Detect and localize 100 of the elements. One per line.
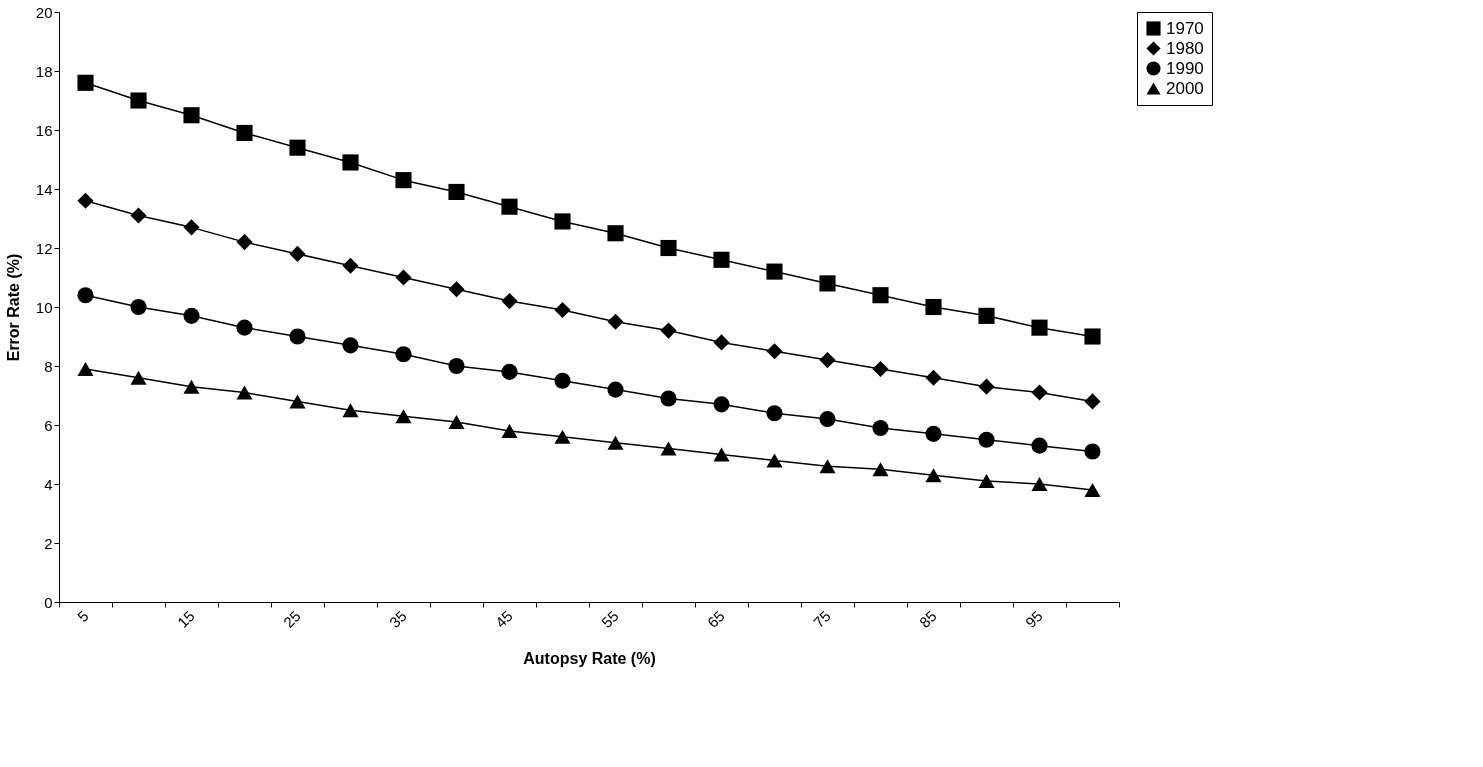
y-tick-label: 18 <box>35 62 53 80</box>
x-tick-label: 85 <box>915 607 940 631</box>
point <box>872 287 889 304</box>
point <box>766 405 783 422</box>
x-tick-label: 75 <box>809 607 834 631</box>
y-tick-label: 16 <box>35 121 53 139</box>
point <box>236 124 253 142</box>
point <box>130 298 147 316</box>
x-tick-label: 25 <box>279 607 304 631</box>
point <box>342 337 359 354</box>
point <box>872 419 889 436</box>
point <box>819 275 836 292</box>
point <box>236 385 253 400</box>
x-tick-label: 5 <box>73 607 92 626</box>
point <box>766 453 783 468</box>
point <box>395 346 412 363</box>
point <box>978 474 995 489</box>
point <box>130 92 147 109</box>
y-tick-label: 2 <box>44 534 53 552</box>
point <box>766 343 783 360</box>
x-tick-label: 45 <box>491 607 516 631</box>
point <box>925 369 942 386</box>
point <box>289 139 306 156</box>
legend-label: 2000 <box>1166 78 1204 98</box>
point <box>1031 437 1048 454</box>
point <box>289 394 306 409</box>
point <box>1084 328 1101 345</box>
point <box>183 379 200 394</box>
point <box>448 357 465 375</box>
point <box>607 313 624 330</box>
x-axis-title: Autopsy Rate (%) <box>523 649 656 667</box>
point <box>872 360 889 378</box>
point <box>660 441 677 456</box>
point <box>236 319 253 336</box>
point <box>713 396 730 413</box>
point <box>978 378 995 395</box>
point <box>395 409 412 424</box>
y-tick-label: 0 <box>44 593 53 611</box>
point <box>713 251 730 268</box>
point <box>289 245 306 262</box>
point <box>554 429 571 444</box>
point <box>501 198 518 215</box>
point <box>342 154 359 171</box>
y-tick-label: 14 <box>35 180 53 198</box>
point <box>395 269 412 286</box>
point <box>342 403 359 418</box>
point <box>501 293 518 310</box>
point <box>607 381 624 398</box>
x-tick-label: 55 <box>597 607 622 631</box>
point <box>183 107 200 124</box>
y-tick-label: 10 <box>35 298 53 316</box>
x-tick-label: 35 <box>385 607 410 631</box>
point <box>183 219 200 236</box>
y-tick-label: 12 <box>35 239 53 257</box>
point <box>501 363 518 380</box>
point <box>819 352 836 369</box>
point <box>925 298 942 316</box>
point <box>660 239 677 257</box>
point <box>925 425 942 442</box>
point <box>183 307 200 324</box>
point <box>554 213 571 230</box>
point <box>925 468 942 483</box>
point <box>448 415 465 430</box>
legend-label: 1990 <box>1166 58 1204 78</box>
x-tick-label: 95 <box>1021 607 1046 631</box>
point <box>448 281 465 298</box>
legend-label: 1970 <box>1166 18 1204 38</box>
point <box>1031 384 1048 401</box>
y-tick-label: 6 <box>44 416 53 434</box>
x-tick-label: 65 <box>703 607 728 631</box>
point <box>130 207 147 224</box>
x-tick-label: 15 <box>173 607 198 631</box>
point <box>607 225 624 242</box>
point <box>978 307 995 324</box>
point <box>819 411 836 428</box>
point <box>289 328 306 345</box>
point <box>607 435 624 450</box>
point <box>713 447 730 462</box>
point <box>1084 393 1101 410</box>
point <box>1084 443 1101 460</box>
point <box>77 74 94 91</box>
point <box>978 431 995 448</box>
point <box>501 423 518 438</box>
point <box>554 301 571 319</box>
point <box>872 462 889 477</box>
point <box>77 361 94 376</box>
point <box>130 370 147 385</box>
point <box>236 234 253 251</box>
point <box>819 459 836 474</box>
point <box>660 322 677 339</box>
point <box>713 334 730 351</box>
point <box>448 183 465 201</box>
point <box>1031 477 1048 491</box>
point <box>554 372 571 389</box>
point <box>77 287 94 304</box>
point <box>766 263 783 280</box>
point <box>342 257 359 274</box>
y-tick-label: 8 <box>44 357 53 375</box>
point <box>77 192 94 209</box>
legend-label: 1980 <box>1166 38 1204 58</box>
